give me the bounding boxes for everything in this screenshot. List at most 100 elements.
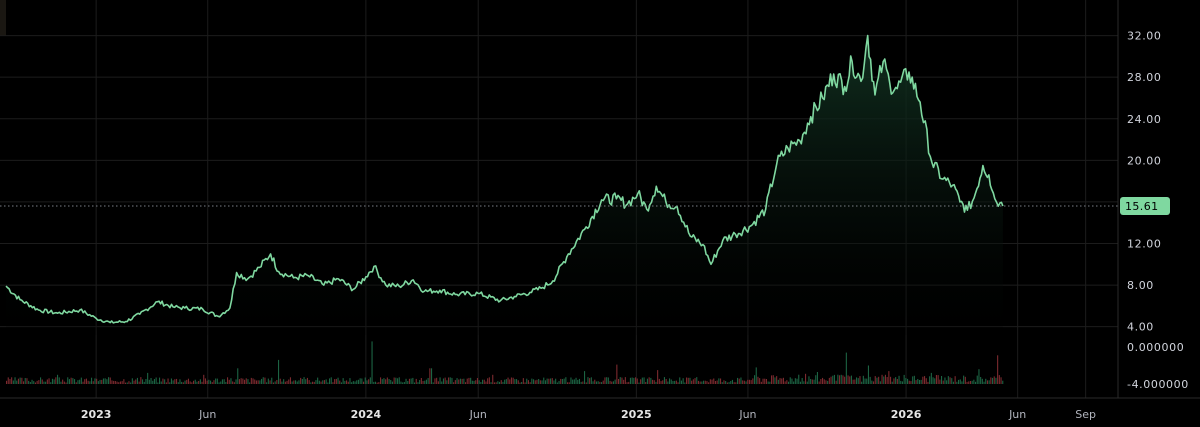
volume-bar <box>182 382 184 384</box>
volume-bar <box>619 377 621 384</box>
volume-bar <box>611 381 613 384</box>
volume-bar <box>75 382 77 384</box>
volume-bar <box>500 380 502 384</box>
volume-bar <box>714 381 716 384</box>
volume-bar <box>43 381 45 384</box>
volume-bar <box>453 382 455 384</box>
volume-bar <box>954 376 956 384</box>
volume-bar <box>87 380 89 384</box>
volume-bar <box>187 378 189 384</box>
volume-bar <box>165 382 167 384</box>
volume-bar <box>94 378 96 384</box>
volume-bar <box>869 376 871 384</box>
volume-bar <box>380 377 382 384</box>
volume-bar <box>291 381 293 384</box>
volume-bar <box>776 376 778 384</box>
volume-bar <box>915 380 917 384</box>
volume-bar <box>1002 380 1004 384</box>
volume-bar <box>964 376 966 384</box>
grid-lines <box>0 0 1200 399</box>
volume-bar <box>376 382 378 384</box>
volume-bar <box>652 379 654 384</box>
volume-bar <box>488 377 490 384</box>
volume-bar <box>254 379 256 384</box>
volume-bar <box>679 377 681 384</box>
last-price-label: 15.61 <box>1120 196 1170 215</box>
volume-bar <box>28 380 30 384</box>
volume-bar <box>748 379 750 384</box>
volume-bar <box>726 382 728 384</box>
volume-bar <box>832 375 834 384</box>
volume-bar <box>767 381 769 384</box>
volume-bar <box>51 378 53 384</box>
volume-bar <box>65 382 67 384</box>
volume-bar <box>711 379 713 384</box>
volume-bar <box>526 378 528 384</box>
time-tick-label: Jun <box>738 408 756 421</box>
volume-bar <box>240 378 242 384</box>
volume-bar <box>368 379 370 384</box>
volume-bar <box>17 378 19 384</box>
volume-bar <box>684 382 686 384</box>
volume-bar <box>104 378 106 384</box>
volume-bar <box>48 378 50 384</box>
volume-bar <box>595 381 597 384</box>
volume-bar <box>357 379 359 384</box>
volume-bar <box>737 377 739 384</box>
volume-bar <box>68 379 70 384</box>
volume-bar <box>216 378 218 384</box>
volume-bar <box>864 378 866 384</box>
volume-bar <box>334 379 336 384</box>
volume-bar <box>259 380 261 384</box>
volume-bar <box>386 377 388 384</box>
volume-bar <box>660 381 662 384</box>
volume-bar <box>170 378 172 384</box>
volume-bar <box>456 378 458 384</box>
volume-bar <box>680 380 682 384</box>
time-tick-label: Sep <box>1075 408 1096 421</box>
volume-bar <box>881 374 883 384</box>
volume-bar <box>519 382 521 384</box>
volume-bar <box>973 379 975 384</box>
volume-bar <box>184 380 186 384</box>
volume-bar <box>169 382 171 384</box>
volume-bar <box>655 381 657 384</box>
volume-bar <box>607 377 609 384</box>
volume-bar <box>152 380 154 384</box>
volume-bar <box>837 374 839 384</box>
volume-bar <box>102 378 104 384</box>
volume-bar <box>31 379 33 384</box>
volume-bar <box>883 376 885 384</box>
volume-bar <box>305 379 307 384</box>
volume-bar <box>850 375 852 384</box>
volume-bar <box>796 378 798 384</box>
volume-bar <box>958 379 960 384</box>
volume-bar <box>587 377 589 384</box>
volume-bar <box>283 379 285 384</box>
volume-bar <box>971 380 973 384</box>
volume-bar <box>738 378 740 384</box>
volume-bar <box>512 377 514 384</box>
volume-bar <box>308 380 310 384</box>
volume-bar <box>992 377 994 384</box>
volume-bar <box>900 380 902 384</box>
volume-bar <box>444 377 446 384</box>
volume-bar <box>890 376 892 384</box>
volume-bar <box>201 381 203 384</box>
volume-bar <box>402 382 404 384</box>
volume-bar <box>873 381 875 384</box>
volume-bar <box>247 379 249 384</box>
volume-bar <box>917 379 919 384</box>
volume-bar <box>218 382 220 384</box>
volume-bar <box>172 380 174 384</box>
volume-bar <box>541 380 543 384</box>
volume-bar <box>674 380 676 384</box>
volume-bar <box>527 380 529 384</box>
volume-bar <box>697 380 699 384</box>
volume-bar <box>79 379 81 384</box>
volume-bar <box>203 374 205 385</box>
volume-bar <box>306 377 308 384</box>
volume-bar <box>206 380 208 384</box>
volume-bar <box>536 379 538 384</box>
